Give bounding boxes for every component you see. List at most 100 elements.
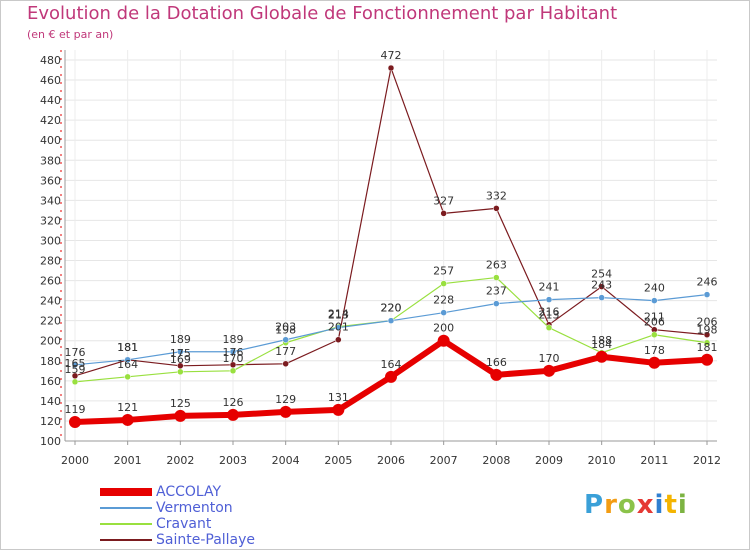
data-label-cravant: 164 (117, 358, 138, 371)
x-tick-label: 2011 (640, 454, 668, 467)
data-label-cravant: 220 (381, 302, 402, 315)
data-point-vermenton (71, 361, 79, 369)
data-label-sainte-pallaye: 165 (65, 357, 86, 370)
data-point-sainte-pallaye (598, 283, 605, 290)
data-point-accolay (437, 334, 450, 347)
x-tick-label: 2010 (588, 454, 616, 467)
proxiti-logo: Proxiti (584, 490, 688, 520)
y-tick-label: 180 (40, 355, 61, 368)
data-point-accolay (279, 405, 292, 418)
data-label-sainte-pallaye: 327 (433, 194, 454, 207)
chart-subtitle: (en € et par an) (27, 28, 114, 41)
data-label-accolay: 126 (223, 396, 244, 409)
data-point-accolay (385, 370, 397, 383)
data-label-sainte-pallaye: 201 (328, 321, 349, 334)
legend: ACCOLAY Vermenton Cravant Sainte-Pallaye (100, 484, 360, 548)
y-tick-label: 440 (40, 94, 61, 107)
x-tick-label: 2002 (166, 454, 194, 467)
y-tick-label: 220 (40, 315, 61, 328)
data-label-sainte-pallaye: 175 (170, 347, 191, 360)
data-point-cravant (124, 373, 131, 381)
legend-swatch-vermenton (100, 507, 152, 509)
data-point-vermenton (651, 297, 658, 304)
data-label-cravant: 169 (170, 353, 191, 366)
data-label-sainte-pallaye: 332 (486, 189, 507, 202)
data-label-cravant: 257 (433, 265, 454, 278)
data-label-vermenton: 220 (381, 302, 402, 315)
data-label-accolay: 184 (591, 338, 612, 351)
data-point-vermenton (703, 291, 711, 298)
data-point-accolay (543, 364, 555, 377)
data-point-sainte-pallaye (440, 210, 447, 217)
brand-letter: P (584, 490, 605, 520)
x-tick-label: 2012 (693, 454, 721, 467)
data-label-vermenton: 203 (275, 321, 296, 334)
x-tick-label: 2009 (535, 454, 563, 467)
data-point-sainte-pallaye (335, 336, 342, 343)
data-point-cravant (545, 324, 553, 331)
data-point-vermenton (282, 336, 289, 343)
data-point-cravant (177, 368, 184, 376)
data-point-sainte-pallaye (282, 360, 289, 368)
data-point-vermenton (387, 317, 395, 324)
y-tick-label: 360 (40, 174, 61, 187)
data-point-cravant (440, 280, 447, 287)
legend-swatch-sainte-pallaye (100, 539, 152, 541)
y-tick-label: 340 (40, 194, 61, 207)
data-point-vermenton (124, 356, 131, 364)
data-point-vermenton (177, 348, 184, 356)
data-point-sainte-pallaye (387, 64, 395, 72)
legend-item-vermenton: Vermenton (100, 500, 360, 516)
data-label-accolay: 166 (486, 356, 507, 369)
data-label-cravant: 206 (644, 316, 665, 329)
data-label-sainte-pallaye: 216 (539, 306, 560, 319)
chart-title: Evolution de la Dotation Globale de Fonc… (27, 3, 618, 24)
data-point-accolay (332, 403, 345, 416)
data-point-cravant (703, 339, 711, 346)
data-point-accolay (490, 368, 503, 381)
data-label-cravant: 213 (539, 309, 560, 322)
brand-letter: x (636, 490, 655, 520)
data-label-cravant: 170 (223, 352, 244, 365)
data-label-cravant: 214 (328, 308, 349, 321)
y-tick-label: 260 (40, 275, 61, 288)
data-label-sainte-pallaye: 181 (117, 341, 138, 354)
data-point-vermenton (545, 296, 553, 303)
data-label-accolay: 121 (117, 401, 138, 414)
y-tick-label: 400 (40, 134, 61, 147)
data-label-accolay: 181 (697, 341, 718, 354)
data-point-cravant (493, 274, 500, 281)
legend-swatch-accolay (100, 488, 152, 496)
data-label-vermenton: 240 (644, 282, 665, 295)
brand-letter: o (617, 490, 637, 520)
legend-item-sainte-pallaye: Sainte-Pallaye (100, 532, 360, 548)
data-point-vermenton (229, 348, 237, 356)
y-tick-label: 200 (40, 335, 61, 348)
data-label-sainte-pallaye: 206 (697, 316, 718, 329)
y-tick-label: 460 (40, 74, 61, 87)
x-tick-label: 2000 (61, 454, 89, 467)
data-label-cravant: 263 (486, 259, 507, 272)
y-tick-label: 380 (40, 154, 61, 167)
x-tick-label: 2006 (377, 454, 405, 467)
y-tick-label: 480 (40, 54, 61, 67)
data-point-cravant (651, 331, 658, 338)
data-point-vermenton (440, 309, 447, 316)
data-point-accolay (595, 350, 608, 363)
data-label-accolay: 178 (644, 344, 665, 357)
data-point-accolay (227, 408, 239, 421)
legend-swatch-cravant (100, 523, 152, 525)
data-point-accolay (121, 413, 134, 426)
data-label-vermenton: 241 (539, 281, 560, 294)
data-label-vermenton: 228 (433, 294, 454, 307)
y-tick-label: 240 (40, 295, 61, 308)
data-label-sainte-pallaye: 177 (275, 345, 296, 358)
data-label-cravant: 159 (65, 363, 86, 376)
data-point-accolay (174, 409, 187, 422)
data-point-sainte-pallaye (493, 205, 500, 212)
y-tick-label: 280 (40, 255, 61, 268)
data-label-vermenton: 181 (117, 341, 138, 354)
y-tick-label: 320 (40, 214, 61, 227)
data-label-accolay: 129 (275, 393, 296, 406)
